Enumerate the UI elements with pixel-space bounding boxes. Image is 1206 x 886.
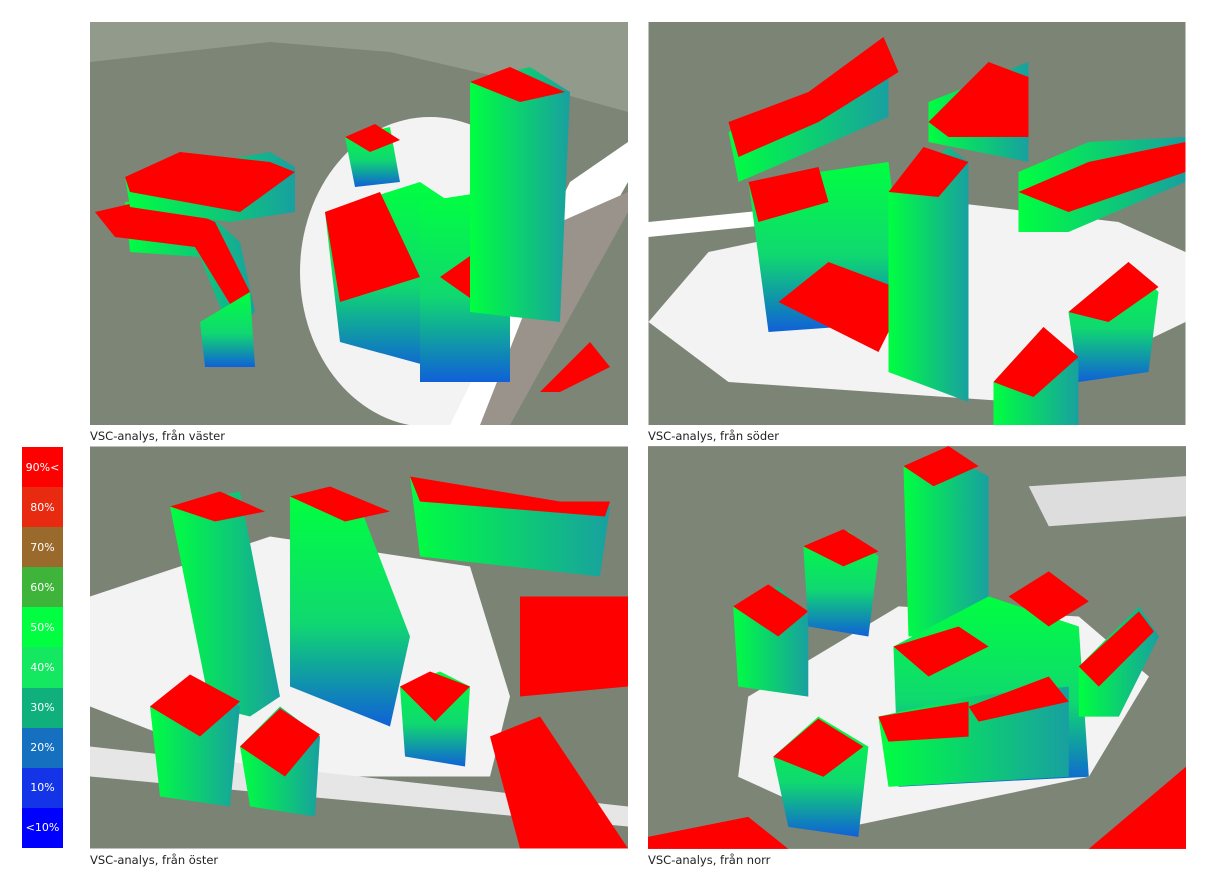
caption: VSC-analys, från väster <box>90 429 225 443</box>
legend-label: 10% <box>30 781 55 795</box>
legend-swatch: 20% <box>22 727 63 768</box>
legend-label: 50% <box>30 620 55 634</box>
caption: VSC-analys, från söder <box>648 429 779 443</box>
legend-swatch: 60% <box>22 567 63 608</box>
legend-swatch: 30% <box>22 687 63 728</box>
legend-label: 40% <box>30 661 55 675</box>
legend-label: 60% <box>30 580 55 594</box>
render-north <box>648 446 1186 849</box>
caption: VSC-analys, från öster <box>90 853 219 867</box>
legend-swatch: 80% <box>22 487 63 528</box>
render-south <box>648 22 1186 425</box>
render-east <box>90 446 628 849</box>
render-west <box>90 22 628 425</box>
legend-swatch: 70% <box>22 527 63 568</box>
legend-swatch: 90%< <box>22 447 63 488</box>
legend-label: 80% <box>30 500 55 514</box>
legend-label: <10% <box>25 821 60 835</box>
legend-label: 70% <box>30 540 55 554</box>
legend-swatch: 10% <box>22 767 63 808</box>
legend-swatch: <10% <box>22 807 63 848</box>
legend-swatch: 50% <box>22 607 63 648</box>
legend-label: 90%< <box>25 460 60 474</box>
caption: VSC-analys, från norr <box>648 853 771 867</box>
legend-label: 30% <box>30 701 55 715</box>
legend-label: 20% <box>30 741 55 755</box>
legend: 90%< 80% 70% 60% 50% 40% 30% 20% 10% <10% <box>22 447 63 848</box>
legend-swatch: 40% <box>22 647 63 688</box>
